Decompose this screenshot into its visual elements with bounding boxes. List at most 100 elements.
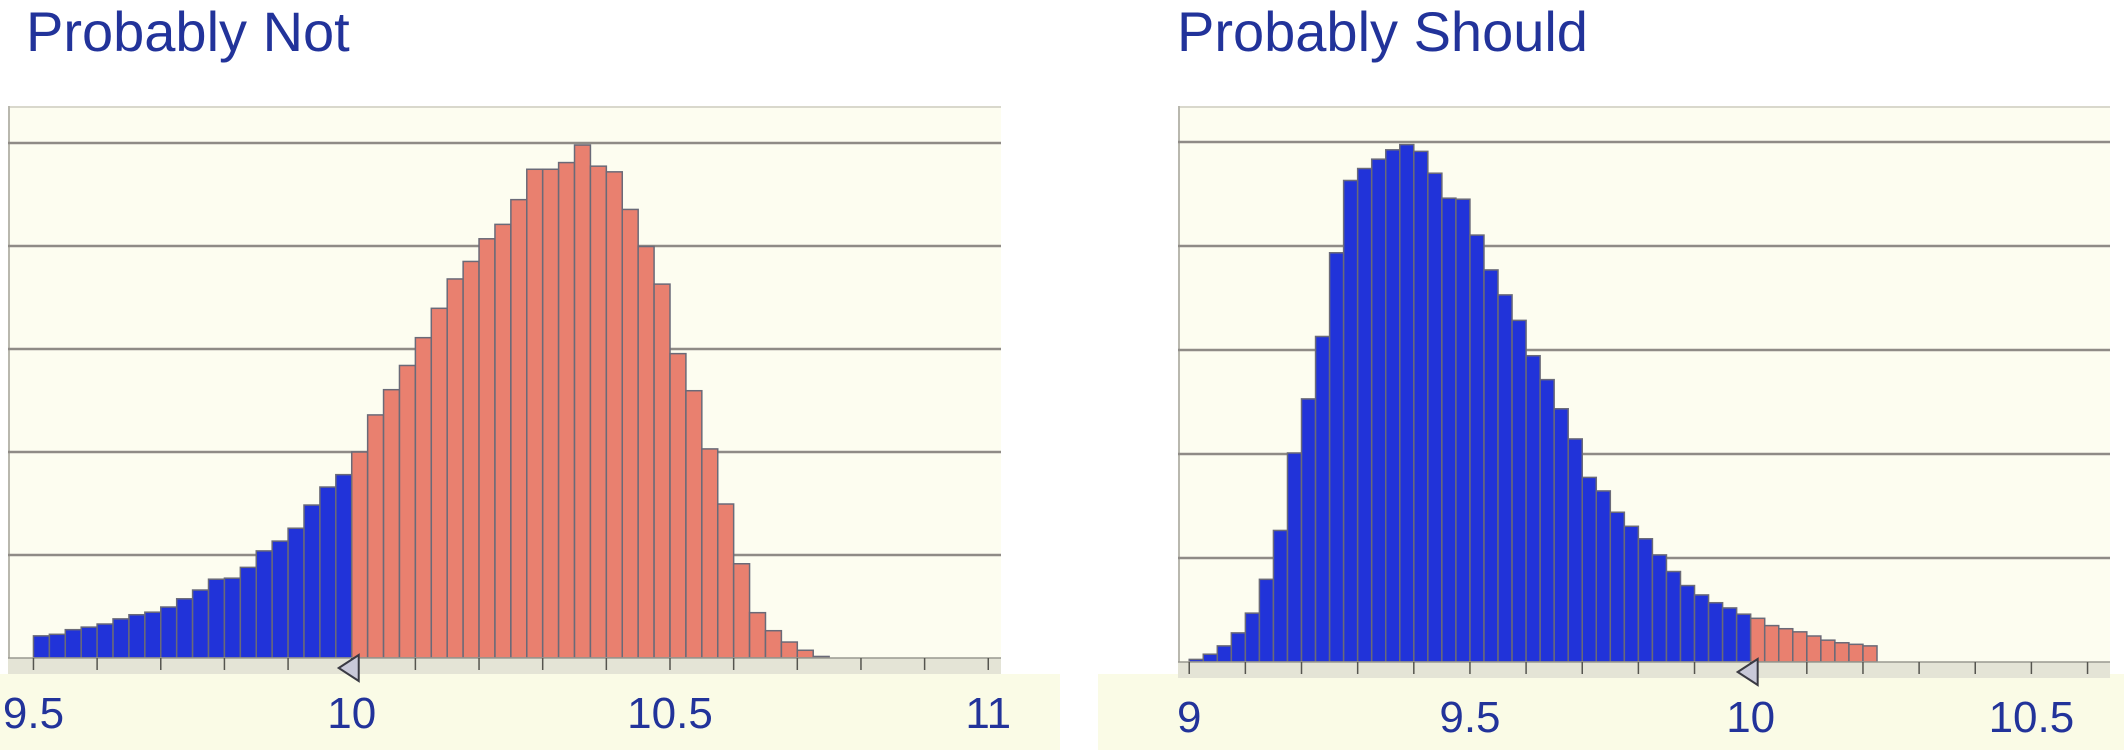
- histogram-bar-below-threshold: [335, 473, 353, 659]
- histogram-bar-above-threshold: [382, 388, 401, 659]
- histogram-bar-below-threshold: [1469, 234, 1485, 663]
- histogram-bar-above-threshold: [589, 165, 608, 659]
- histogram-bar-below-threshold: [271, 540, 289, 659]
- histogram-bar-below-threshold: [1637, 538, 1654, 663]
- chart-right: 9 9.5 10 10.5: [1177, 106, 2110, 742]
- histogram-bar-above-threshold: [510, 198, 528, 659]
- histogram-bar-below-threshold: [223, 577, 242, 659]
- histogram-bar-above-threshold: [653, 283, 671, 659]
- histogram-bar-below-threshold: [287, 527, 305, 659]
- histogram-bar-below-threshold: [1721, 607, 1738, 663]
- histogram-bar-above-threshold: [1763, 624, 1780, 663]
- histogram-bar-below-threshold: [1567, 438, 1583, 663]
- histogram-bar-above-threshold: [1820, 639, 1836, 663]
- histogram-bar-below-threshold: [160, 606, 178, 659]
- histogram-bar-below-threshold: [1427, 172, 1443, 663]
- histogram-bar-above-threshold: [541, 168, 560, 659]
- x-axis-label-strip-left: [0, 674, 1060, 750]
- x-axis-band: [8, 658, 1001, 674]
- histogram-bar-below-threshold: [1342, 179, 1359, 663]
- histogram-bar-below-threshold: [1665, 570, 1682, 663]
- histogram-bar-above-threshold: [1848, 643, 1864, 663]
- histogram-bar-below-threshold: [1413, 150, 1429, 663]
- x-axis-band: [1178, 662, 2110, 678]
- histogram-bar-above-threshold: [780, 641, 799, 659]
- threshold-marker: [336, 653, 360, 683]
- x-tick-label: 9.5: [3, 689, 64, 738]
- histogram-bar-above-threshold: [573, 144, 592, 659]
- histogram-bar-below-threshold: [1244, 612, 1261, 663]
- chart-title-probably-should: Probably Should: [1177, 0, 1588, 63]
- histogram-bar-below-threshold: [48, 633, 67, 659]
- histogram-bar-above-threshold: [446, 278, 464, 659]
- x-tick-label: 9.5: [1439, 693, 1500, 742]
- histogram-bar-below-threshold: [1497, 294, 1513, 663]
- histogram-bar-above-threshold: [462, 260, 480, 659]
- histogram-bar-below-threshold: [128, 613, 146, 659]
- histogram-bar-below-threshold: [1384, 149, 1401, 663]
- histogram-bar-below-threshold: [1679, 584, 1696, 663]
- histogram-bar-above-threshold: [748, 611, 767, 659]
- histogram-bar-above-threshold: [1862, 645, 1878, 663]
- histogram-bar-below-threshold: [1455, 198, 1471, 663]
- histogram-bar-below-threshold: [1609, 511, 1626, 663]
- chart-left: 9.5 10 10.5 11: [3, 106, 1011, 738]
- histogram-bar-above-threshold: [1806, 635, 1822, 663]
- histogram-bar-below-threshold: [319, 486, 337, 659]
- histogram-bar-below-threshold: [1581, 476, 1598, 663]
- histogram-bar-below-threshold: [1216, 645, 1233, 663]
- histogram-bar-below-threshold: [239, 566, 257, 659]
- histogram-bar-below-threshold: [1286, 452, 1303, 663]
- histogram-bar-above-threshold: [1792, 631, 1808, 663]
- histogram-bar-below-threshold: [1314, 335, 1331, 663]
- histogram-bar-below-threshold: [1623, 525, 1640, 663]
- histogram-bar-above-threshold: [366, 414, 385, 659]
- histogram-bar-below-threshold: [1230, 632, 1247, 663]
- histogram-bar-above-threshold: [478, 238, 496, 659]
- histogram-bar-below-threshold: [96, 623, 114, 659]
- histogram-bar-below-threshold: [191, 589, 210, 659]
- histogram-bar-above-threshold: [414, 336, 433, 659]
- x-tick-label: 10.5: [1989, 693, 2075, 742]
- histogram-bar-above-threshold: [764, 629, 783, 659]
- histogram-bar-below-threshold: [1553, 408, 1569, 663]
- histogram-bar-below-threshold: [1370, 158, 1387, 663]
- x-tick-label: 10: [1726, 693, 1775, 742]
- histogram-bar-below-threshold: [175, 598, 194, 659]
- histogram-bar-above-threshold: [669, 352, 687, 659]
- histogram-bar-below-threshold: [1483, 269, 1499, 663]
- histogram-bar-below-threshold: [80, 626, 98, 659]
- histogram-bar-below-threshold: [1328, 252, 1345, 663]
- histogram-bar-below-threshold: [32, 635, 51, 659]
- histogram-bar-above-threshold: [637, 245, 655, 659]
- histogram-bar-below-threshold: [1441, 197, 1457, 663]
- histogram-bar-below-threshold: [112, 618, 130, 659]
- histogram-bar-below-threshold: [1525, 354, 1541, 663]
- histogram-bar-above-threshold: [398, 364, 417, 659]
- histogram-bar-below-threshold: [1735, 613, 1752, 663]
- histogram-bar-below-threshold: [255, 550, 273, 659]
- histogram-bar-below-threshold: [1300, 398, 1317, 663]
- x-axis-label-strip-right: [1098, 674, 2124, 750]
- histogram-bar-below-threshold: [1693, 594, 1710, 663]
- histogram-bar-above-threshold: [1749, 617, 1766, 663]
- threshold-marker: [1735, 657, 1759, 687]
- histogram-bar-below-threshold: [1707, 601, 1724, 663]
- histogram-bar-above-threshold: [494, 223, 512, 659]
- histogram-bar-below-threshold: [1272, 529, 1289, 663]
- histogram-bar-below-threshold: [1202, 653, 1219, 663]
- histogram-bar-above-threshold: [1777, 627, 1794, 663]
- histogram-bar-below-threshold: [1595, 490, 1612, 663]
- histogram-bar-above-threshold: [621, 208, 639, 659]
- x-tick-label: 9: [1177, 693, 1201, 742]
- histogram-bar-above-threshold: [685, 389, 703, 659]
- histogram-bar-below-threshold: [1651, 554, 1668, 663]
- x-tick-label: 10.5: [627, 689, 713, 738]
- histogram-bar-below-threshold: [1399, 143, 1415, 663]
- histogram-bar-below-threshold: [1258, 578, 1275, 663]
- x-tick-label: 11: [965, 689, 1011, 738]
- histogram-bar-above-threshold: [732, 563, 751, 659]
- histogram-bar-below-threshold: [1511, 319, 1527, 663]
- histogram-bar-above-threshold: [605, 171, 624, 659]
- histogram-bar-below-threshold: [144, 611, 162, 659]
